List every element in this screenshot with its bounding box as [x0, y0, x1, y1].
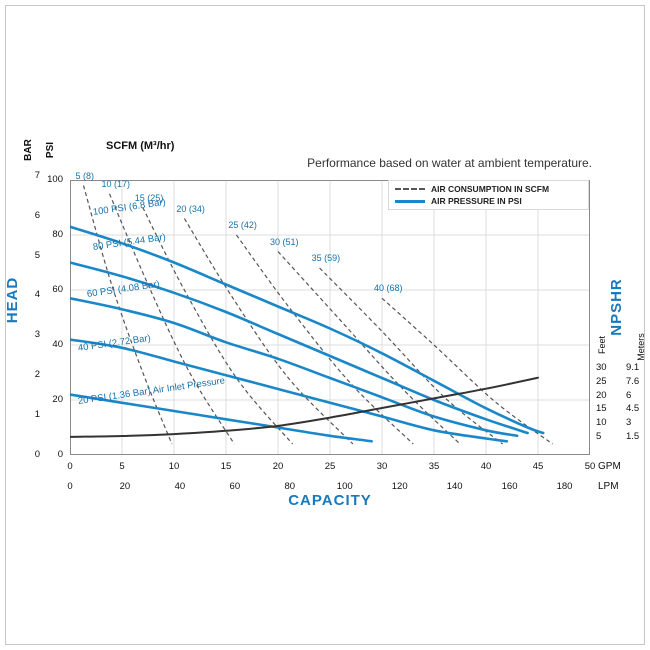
- lpm-tick: 40: [174, 481, 186, 492]
- lpm-tick: 160: [501, 481, 518, 492]
- npshr-axis-title: NPSHR: [608, 278, 625, 336]
- gpm-tick: 10: [168, 461, 180, 472]
- lpm-tick: 180: [556, 481, 573, 492]
- legend-label: AIR CONSUMPTION IN SCFM: [431, 184, 550, 194]
- air-pressure-curve: [70, 393, 373, 443]
- gpm-tick: 5: [119, 461, 125, 472]
- legend-item-air-pressure: AIR PRESSURE IN PSI: [395, 196, 582, 206]
- npshr-curve: [70, 376, 539, 438]
- gpm-tick: 40: [480, 461, 492, 472]
- psi-tick: 0: [57, 449, 63, 460]
- solid-line-sample-icon: [395, 199, 425, 203]
- gpm-unit-label: GPM: [598, 461, 621, 472]
- air-consumption-curve: [183, 218, 354, 445]
- air-consumption-curve: [319, 267, 503, 445]
- gpm-tick: 25: [324, 461, 336, 472]
- air-consumption-curve: [381, 297, 553, 445]
- bar-tick: 6: [34, 209, 40, 221]
- legend: AIR CONSUMPTION IN SCFM AIR PRESSURE IN …: [388, 180, 589, 210]
- gpm-tick: 20: [272, 461, 284, 472]
- lpm-unit-label: LPM: [598, 481, 619, 492]
- plot-border: [70, 180, 590, 455]
- psi-tick: 80: [52, 229, 63, 240]
- performance-note: Performance based on water at ambient te…: [307, 156, 592, 170]
- psi-tick: 20: [52, 394, 63, 405]
- head-axis-title: HEAD: [4, 276, 21, 324]
- gpm-tick: 30: [376, 461, 388, 472]
- legend-item-air-consumption: AIR CONSUMPTION IN SCFM: [395, 184, 582, 194]
- feet-tick: 15: [596, 403, 607, 415]
- air-pressure-curve: [70, 297, 519, 438]
- gpm-tick: 35: [428, 461, 440, 472]
- gpm-tick: 45: [532, 461, 544, 472]
- meters-tick: 4.5: [626, 403, 640, 415]
- feet-tick: 5: [596, 430, 602, 442]
- legend-label: AIR PRESSURE IN PSI: [431, 196, 522, 206]
- air-consumption-curve: [82, 185, 173, 445]
- lpm-tick: 0: [67, 481, 73, 492]
- meters-tick: 3: [626, 417, 632, 429]
- lpm-tick: 20: [119, 481, 131, 492]
- bar-tick: 1: [34, 409, 40, 421]
- gpm-tick: 0: [67, 461, 73, 472]
- scfm-curve-label: 5 (8): [75, 170, 95, 181]
- bar-tick: 0: [34, 449, 40, 460]
- psi-axis-title: PSI: [45, 141, 56, 159]
- air-consumption-curve: [277, 251, 461, 445]
- psi-tick: 40: [52, 339, 63, 350]
- meters-tick: 1.5: [626, 430, 640, 442]
- air-pressure-curve: [70, 261, 529, 435]
- plot-area: [70, 180, 590, 455]
- feet-axis-title: Feet: [597, 336, 607, 355]
- capacity-axis-title: CAPACITY: [288, 492, 372, 509]
- scfm-axis-title: SCFM (M³/hr): [106, 140, 175, 152]
- air-pressure-curve: [70, 338, 509, 443]
- lpm-tick: 140: [446, 481, 463, 492]
- bar-axis-title: BAR: [23, 139, 34, 161]
- meters-axis-title: Meters: [636, 333, 646, 361]
- dashed-line-sample-icon: [395, 188, 425, 190]
- air-consumption-curve: [235, 234, 414, 445]
- feet-tick: 10: [596, 417, 607, 429]
- air-pressure-curve: [70, 225, 545, 435]
- bar-tick: 2: [34, 369, 40, 381]
- psi-tick: 60: [52, 284, 63, 295]
- air-consumption-curve: [108, 193, 235, 445]
- gpm-tick: 15: [220, 461, 232, 472]
